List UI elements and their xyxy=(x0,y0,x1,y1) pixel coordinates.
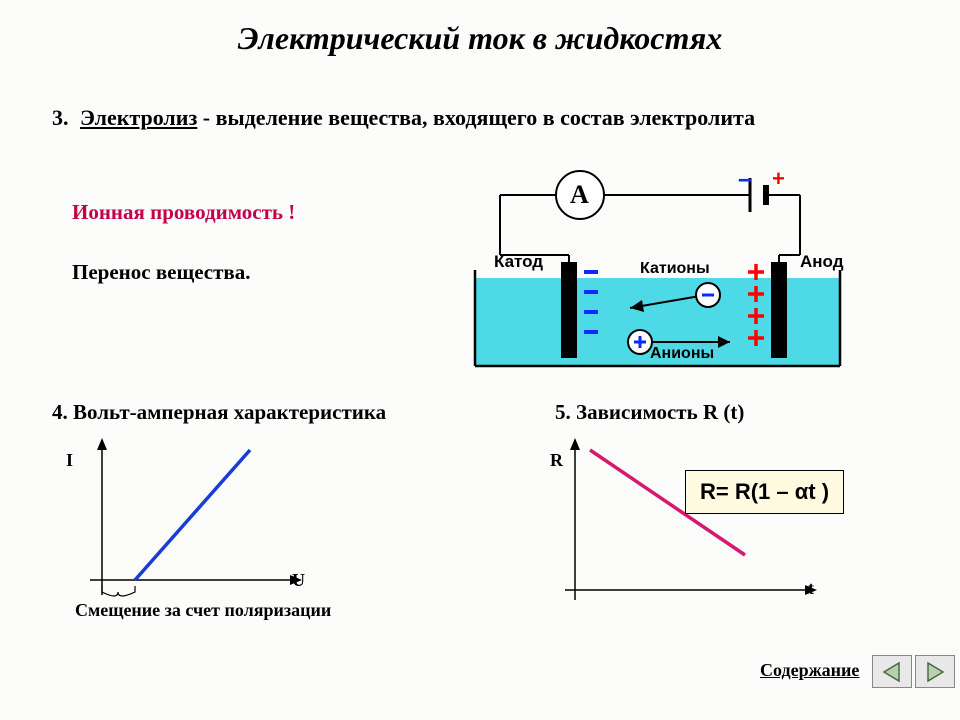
section3-term: Электролиз xyxy=(80,105,197,130)
cations-label: Катионы xyxy=(640,260,710,278)
rt-ylabel: R xyxy=(550,450,563,471)
rt-chart xyxy=(545,435,835,605)
toc-link[interactable]: Содержание xyxy=(760,660,859,681)
anions-label: Анионы xyxy=(650,345,714,363)
iv-caption: Смещение за счет поляризации xyxy=(75,600,331,621)
section4-heading: 4. Вольт-амперная характеристика xyxy=(52,400,386,425)
section3-number: 3. xyxy=(52,105,69,131)
iv-ylabel: I xyxy=(66,450,73,471)
anode-label: Анод xyxy=(800,252,844,272)
cathode-label: Катод xyxy=(494,252,543,272)
ammeter-label: А xyxy=(570,180,589,210)
ionic-conductivity-text: Ионная проводимость ! xyxy=(72,200,295,225)
formula-box: R= R(1 – αt ) xyxy=(685,470,844,514)
section3-def: - выделение вещества, входящего в состав… xyxy=(203,105,755,130)
iv-xlabel: U xyxy=(292,570,305,591)
triangle-left-icon xyxy=(881,661,903,683)
page-title: Электрический ток в жидкостях xyxy=(0,20,960,57)
section5-heading: 5. Зависимость R (t) xyxy=(555,400,744,425)
battery-minus-icon: – xyxy=(738,163,752,194)
transfer-text: Перенос вещества. xyxy=(72,260,251,285)
next-button[interactable] xyxy=(915,655,955,688)
prev-button[interactable] xyxy=(872,655,912,688)
triangle-right-icon xyxy=(924,661,946,683)
rt-xlabel: t xyxy=(808,578,814,599)
electrolysis-diagram xyxy=(365,162,865,372)
section3-text: Электролиз - выделение вещества, входяще… xyxy=(80,105,780,131)
battery-plus-icon: + xyxy=(772,166,785,192)
